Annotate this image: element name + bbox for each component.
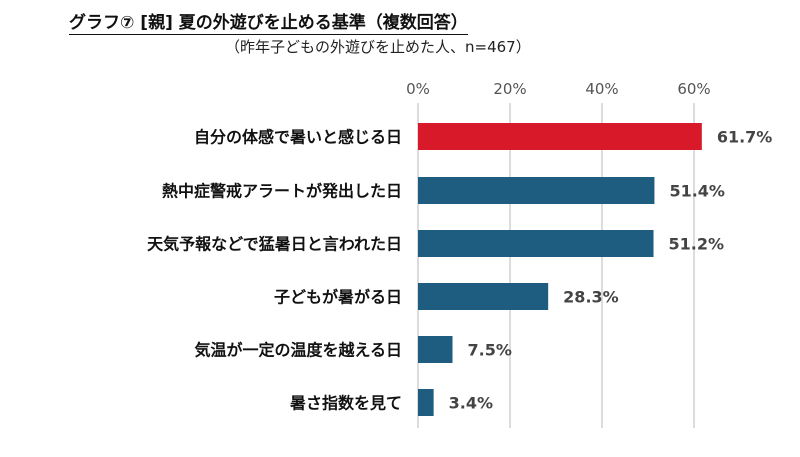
chart-subtitle: （昨年子どもの外遊びを止めた人、n=467） (225, 38, 531, 56)
bar-4 (418, 336, 453, 363)
category-label-5: 暑さ指数を見て (289, 394, 402, 413)
bar-1 (418, 177, 655, 204)
value-label-3: 28.3% (563, 288, 619, 307)
value-label-0: 61.7% (717, 128, 773, 147)
category-label-0: 自分の体感で暑いと感じる日 (194, 128, 402, 147)
bar-0 (418, 123, 702, 150)
tick-label-0: 0% (406, 80, 430, 98)
tick-label-60: 60% (677, 80, 710, 98)
bar-5 (418, 389, 434, 416)
value-label-4: 7.5% (468, 341, 512, 360)
value-label-5: 3.4% (449, 394, 493, 413)
category-label-3: 子どもが暑がる日 (274, 288, 402, 307)
category-label-4: 気温が一定の温度を越える日 (194, 341, 402, 360)
chart-title: グラフ⑦ [親] 夏の外遊びを止める基準（複数回答） (69, 8, 468, 35)
category-label-1: 熱中症警戒アラートが発出した日 (162, 182, 402, 201)
bar-3 (418, 283, 549, 310)
value-label-2: 51.2% (669, 235, 725, 254)
tick-label-20: 20% (493, 80, 526, 98)
bar-2 (418, 230, 654, 257)
value-label-1: 51.4% (669, 182, 725, 201)
category-label-2: 天気予報などで猛暑日と言われた日 (147, 235, 402, 254)
tick-label-40: 40% (585, 80, 618, 98)
